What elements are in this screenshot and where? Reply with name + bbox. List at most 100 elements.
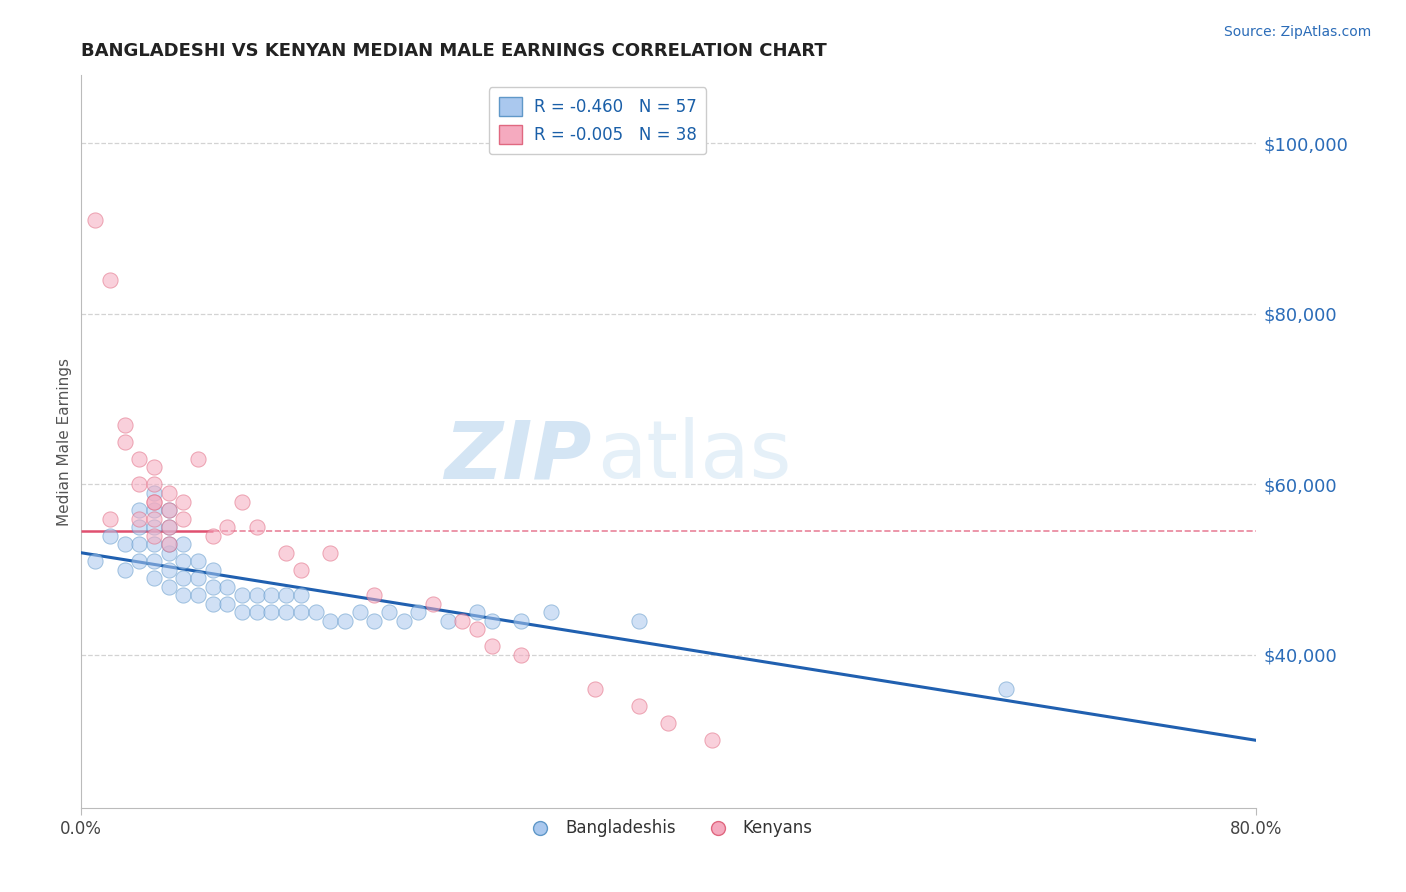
Point [217, 580, 239, 594]
Point [231, 494, 253, 508]
Point [276, 588, 298, 602]
Point [510, 648, 533, 662]
Point [142, 520, 165, 534]
Point [172, 537, 194, 551]
Point [157, 537, 180, 551]
Point [98, 273, 121, 287]
Point [465, 623, 488, 637]
Point [201, 597, 224, 611]
Point [172, 554, 194, 568]
Point [290, 588, 312, 602]
Point [304, 605, 326, 619]
Point [217, 520, 239, 534]
Point [172, 588, 194, 602]
Point [114, 417, 136, 432]
Point [187, 588, 209, 602]
Point [583, 682, 606, 697]
Point [657, 716, 679, 731]
Point [201, 563, 224, 577]
Point [187, 554, 209, 568]
Point [172, 494, 194, 508]
Point [436, 614, 458, 628]
Point [481, 614, 503, 628]
Point [246, 520, 269, 534]
Point [142, 477, 165, 491]
Point [260, 588, 283, 602]
Point [627, 699, 650, 714]
Point [465, 605, 488, 619]
Point [142, 554, 165, 568]
Point [481, 640, 503, 654]
Point [349, 605, 371, 619]
Point [157, 503, 180, 517]
Point [378, 605, 401, 619]
Point [260, 605, 283, 619]
Point [540, 605, 562, 619]
Point [157, 546, 180, 560]
Point [128, 537, 150, 551]
Point [142, 486, 165, 500]
Point [157, 503, 180, 517]
Point [157, 520, 180, 534]
Point [128, 451, 150, 466]
Point [451, 614, 474, 628]
Point [142, 503, 165, 517]
Point [187, 571, 209, 585]
Point [157, 486, 180, 500]
Point [231, 605, 253, 619]
Point [128, 477, 150, 491]
Point [142, 511, 165, 525]
Y-axis label: Median Male Earnings: Median Male Earnings [58, 358, 72, 525]
Point [363, 588, 385, 602]
Text: atlas: atlas [598, 417, 792, 495]
Point [142, 460, 165, 475]
Point [172, 571, 194, 585]
Point [392, 614, 415, 628]
Point [157, 580, 180, 594]
Point [994, 682, 1017, 697]
Point [114, 563, 136, 577]
Point [231, 588, 253, 602]
Point [246, 588, 269, 602]
Point [128, 554, 150, 568]
Point [84, 554, 107, 568]
Point [128, 520, 150, 534]
Text: BANGLADESHI VS KENYAN MEDIAN MALE EARNINGS CORRELATION CHART: BANGLADESHI VS KENYAN MEDIAN MALE EARNIN… [80, 42, 827, 60]
Point [201, 580, 224, 594]
Point [142, 494, 165, 508]
Point [290, 563, 312, 577]
Point [142, 528, 165, 542]
Point [98, 511, 121, 525]
Point [98, 528, 121, 542]
Point [408, 605, 430, 619]
Point [157, 520, 180, 534]
Point [510, 614, 533, 628]
Point [700, 733, 723, 747]
Point [627, 614, 650, 628]
Point [201, 528, 224, 542]
Point [84, 213, 107, 227]
Point [142, 537, 165, 551]
Point [187, 451, 209, 466]
Point [276, 546, 298, 560]
Point [114, 434, 136, 449]
Point [319, 614, 342, 628]
Point [128, 511, 150, 525]
Point [276, 605, 298, 619]
Point [363, 614, 385, 628]
Point [422, 597, 444, 611]
Point [142, 494, 165, 508]
Point [290, 605, 312, 619]
Point [157, 537, 180, 551]
Point [157, 563, 180, 577]
Point [142, 571, 165, 585]
Legend: Bangladeshis, Kenyans: Bangladeshis, Kenyans [517, 813, 820, 844]
Point [217, 597, 239, 611]
Text: ZIP: ZIP [444, 417, 592, 495]
Text: Source: ZipAtlas.com: Source: ZipAtlas.com [1223, 25, 1371, 39]
Point [319, 546, 342, 560]
Point [114, 537, 136, 551]
Point [128, 503, 150, 517]
Point [246, 605, 269, 619]
Point [333, 614, 356, 628]
